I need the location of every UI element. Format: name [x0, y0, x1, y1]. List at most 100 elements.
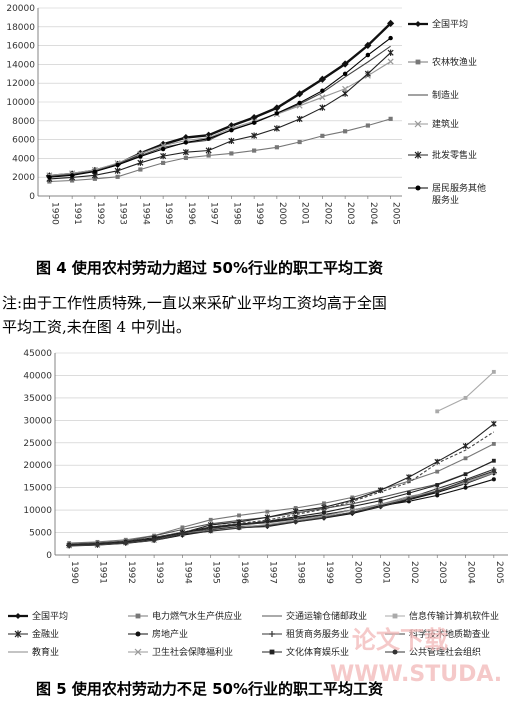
data-point: [406, 491, 411, 495]
x-tick-label-2003: 2003: [345, 202, 355, 225]
data-point: [365, 52, 371, 58]
series-3: [69, 460, 495, 545]
data-point: [92, 176, 97, 181]
x-tick-label-1993: 1993: [154, 561, 164, 584]
x-tick-label-2003: 2003: [437, 561, 447, 584]
data-point: [491, 458, 496, 463]
data-point: [183, 140, 189, 145]
series-1: [65, 469, 498, 549]
legend-marker: [269, 649, 275, 655]
data-point: [137, 159, 144, 166]
legend-entry-4: 建筑业: [408, 118, 459, 130]
series-5: [66, 420, 497, 549]
x-tick-label-2001: 2001: [300, 202, 310, 225]
series-5: [46, 49, 394, 183]
y-tick-label: 4000: [12, 154, 35, 164]
series-line-3: [49, 45, 391, 178]
watermark-text-2: WWW.STUDA.: [330, 662, 502, 687]
legend-label: 电力燃气水生产供应业: [152, 610, 242, 622]
y-tick-label: 18000: [6, 23, 35, 33]
data-point: [388, 116, 393, 121]
note-line-1: 注:由于工作性质特殊,一直以来采矿业平均工资均高于全国: [2, 294, 387, 312]
series-line-9: [69, 472, 494, 547]
data-point: [435, 489, 440, 494]
legend-marker: [15, 613, 21, 619]
x-tick-label-2005: 2005: [391, 202, 401, 225]
series-line-6: [69, 478, 494, 546]
legend-label-line: 服务业: [432, 194, 459, 206]
watermark-text-1: 论文下载: [352, 626, 448, 654]
series-line-1: [49, 22, 392, 178]
legend-label: 信息传输计算机软件业: [409, 610, 499, 622]
data-point: [435, 409, 440, 414]
legend-entry-3: 制造业: [408, 89, 459, 101]
data-point: [67, 543, 72, 548]
x-tick-label-1994: 1994: [140, 202, 150, 225]
data-point: [274, 145, 279, 150]
data-point: [463, 456, 468, 461]
y-tick-label: 15000: [23, 484, 52, 494]
series-line-1: [69, 471, 495, 547]
legend-marker: [135, 631, 141, 637]
y-tick-label: 6000: [12, 136, 35, 146]
y-tick-label: 10000: [23, 506, 52, 516]
data-point: [321, 515, 327, 520]
data-point: [161, 160, 166, 165]
x-tick-label-1991: 1991: [97, 561, 107, 584]
data-point: [491, 441, 496, 446]
data-point: [463, 395, 468, 400]
series-line-2: [69, 443, 495, 544]
data-point: [292, 508, 299, 515]
data-point: [319, 94, 326, 101]
data-point: [152, 538, 157, 543]
legend-entry-4: 信息传输计算机软件业: [385, 610, 499, 622]
x-tick-label-1998: 1998: [231, 202, 241, 225]
series-4: [435, 369, 496, 414]
data-point: [318, 75, 326, 83]
x-tick-label-1990: 1990: [49, 202, 59, 225]
data-point: [160, 142, 167, 149]
legend-label: 租赁商务服务业: [286, 628, 349, 640]
legend-entry-3: 交通运输仓储邮政业: [262, 610, 367, 622]
series-9: [69, 472, 494, 547]
data-point: [435, 493, 440, 498]
x-tick-label-2000: 2000: [352, 561, 362, 584]
series-line-12: [69, 470, 494, 547]
y-tick-label: 45000: [23, 349, 52, 359]
data-point: [350, 510, 355, 515]
data-point: [237, 513, 241, 518]
legend-label: 交通运输仓储邮政业: [286, 610, 367, 622]
y-tick-label: 0: [46, 551, 52, 561]
legend-entry-11: 文化体育娱乐业: [262, 646, 349, 658]
legend-label: 建筑业: [432, 118, 459, 130]
legend-entry-5: 批发零售业: [408, 149, 477, 161]
x-tick-label-1995: 1995: [211, 561, 221, 584]
data-point: [208, 517, 213, 522]
series-8: [69, 431, 495, 545]
y-tick-label: 12000: [6, 79, 35, 89]
data-point: [378, 498, 383, 503]
legend-entry-8: 科学技术地质勘查业: [385, 628, 490, 640]
legend-entry-12: 公共管理社会组织: [385, 646, 481, 658]
note-line-2: 平均工资,未在图 4 中列出。: [2, 318, 191, 336]
legend-label: 公共管理社会组织: [409, 646, 481, 658]
x-tick-label-2000: 2000: [277, 202, 287, 225]
legend-label: 金融业: [32, 628, 59, 640]
data-point: [463, 472, 468, 477]
x-tick-label-1999: 1999: [324, 561, 334, 584]
data-point: [343, 129, 348, 134]
data-point: [160, 146, 166, 152]
chart-fig4: 0 2000 4000 6000 8000 10000 12000 14000 16000 180…: [6, 4, 402, 225]
series-line-11: [69, 460, 495, 546]
y-tick-label: 0: [29, 192, 35, 202]
x-tick-label-1997: 1997: [209, 202, 219, 225]
series-line-7: [69, 468, 494, 546]
y-tick-label: 20000: [23, 461, 52, 471]
data-point: [435, 469, 440, 474]
data-point: [463, 485, 468, 490]
data-point: [365, 123, 370, 128]
data-point: [491, 477, 496, 482]
series-1: [45, 19, 395, 180]
series-2: [47, 116, 393, 184]
